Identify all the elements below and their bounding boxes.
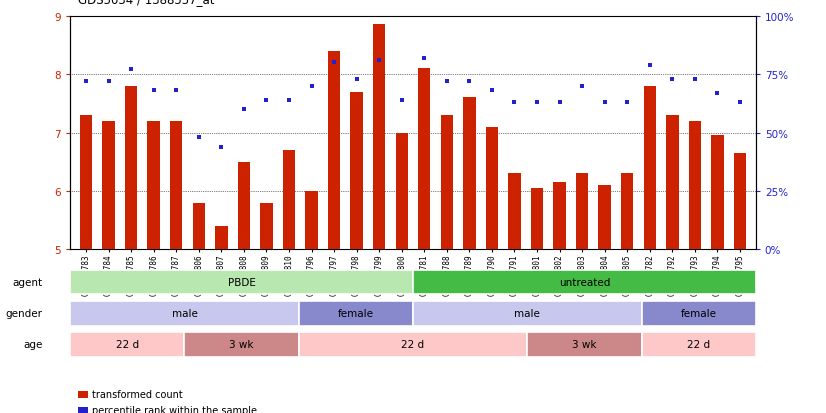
Text: female: female bbox=[338, 309, 374, 318]
Bar bbox=[418, 69, 430, 250]
Point bbox=[350, 76, 363, 83]
Bar bbox=[621, 174, 634, 250]
Bar bbox=[373, 25, 386, 250]
Bar bbox=[576, 174, 588, 250]
Text: female: female bbox=[681, 309, 717, 318]
Point bbox=[553, 100, 566, 106]
Point bbox=[169, 88, 183, 95]
Bar bbox=[282, 151, 295, 250]
Text: 22 d: 22 d bbox=[116, 339, 139, 349]
Point bbox=[147, 88, 160, 95]
Bar bbox=[215, 226, 227, 250]
Text: male: male bbox=[515, 309, 540, 318]
Point bbox=[463, 78, 476, 85]
Bar bbox=[306, 192, 318, 250]
Bar bbox=[553, 183, 566, 250]
Point bbox=[102, 78, 115, 85]
Point bbox=[305, 83, 318, 90]
Point bbox=[643, 62, 657, 69]
Point bbox=[688, 76, 701, 83]
Bar bbox=[642, 301, 756, 326]
Bar bbox=[299, 332, 527, 357]
Bar bbox=[642, 332, 756, 357]
Bar bbox=[299, 301, 413, 326]
Point bbox=[215, 144, 228, 150]
Bar bbox=[711, 136, 724, 250]
Bar bbox=[733, 154, 746, 250]
Point bbox=[666, 76, 679, 83]
Bar bbox=[260, 203, 273, 250]
Text: PBDE: PBDE bbox=[228, 278, 255, 287]
Point bbox=[486, 88, 499, 95]
Bar bbox=[70, 301, 299, 326]
Point bbox=[711, 90, 724, 97]
Point bbox=[508, 100, 521, 106]
Point bbox=[530, 100, 544, 106]
Text: 22 d: 22 d bbox=[401, 339, 425, 349]
Bar bbox=[689, 121, 701, 250]
Point bbox=[260, 97, 273, 104]
Text: age: age bbox=[23, 339, 43, 349]
Bar bbox=[463, 98, 476, 250]
Text: percentile rank within the sample: percentile rank within the sample bbox=[92, 405, 257, 413]
Bar bbox=[80, 116, 93, 250]
Bar bbox=[508, 174, 520, 250]
Bar bbox=[350, 93, 363, 250]
Text: transformed count: transformed count bbox=[92, 389, 183, 399]
Text: gender: gender bbox=[6, 309, 43, 318]
Bar bbox=[238, 162, 250, 250]
Bar bbox=[328, 52, 340, 250]
Point bbox=[192, 135, 206, 141]
Bar bbox=[643, 87, 656, 250]
Point bbox=[237, 107, 250, 113]
Text: 3 wk: 3 wk bbox=[572, 339, 596, 349]
Text: untreated: untreated bbox=[558, 278, 610, 287]
Bar bbox=[396, 133, 408, 250]
Bar bbox=[413, 270, 756, 295]
Text: 22 d: 22 d bbox=[687, 339, 710, 349]
Bar bbox=[125, 87, 137, 250]
Text: agent: agent bbox=[12, 278, 43, 287]
Bar bbox=[70, 332, 184, 357]
Point bbox=[282, 97, 296, 104]
Bar bbox=[70, 270, 413, 295]
Bar bbox=[440, 116, 453, 250]
Point bbox=[440, 78, 453, 85]
Bar bbox=[192, 203, 205, 250]
Text: GDS5034 / 1388557_at: GDS5034 / 1388557_at bbox=[78, 0, 215, 6]
Point bbox=[373, 57, 386, 64]
Point bbox=[598, 100, 611, 106]
Point bbox=[327, 60, 340, 66]
Bar bbox=[102, 121, 115, 250]
Bar bbox=[184, 332, 299, 357]
Bar bbox=[148, 121, 160, 250]
Point bbox=[125, 67, 138, 74]
Point bbox=[418, 55, 431, 62]
Point bbox=[733, 100, 747, 106]
Bar bbox=[531, 189, 544, 250]
Text: male: male bbox=[172, 309, 197, 318]
Bar bbox=[599, 186, 611, 250]
Bar bbox=[170, 121, 183, 250]
Text: 3 wk: 3 wk bbox=[230, 339, 254, 349]
Point bbox=[395, 97, 408, 104]
Bar bbox=[486, 127, 498, 250]
Bar bbox=[527, 332, 642, 357]
Point bbox=[576, 83, 589, 90]
Bar bbox=[666, 116, 678, 250]
Point bbox=[79, 78, 93, 85]
Bar bbox=[413, 301, 642, 326]
Point bbox=[620, 100, 634, 106]
